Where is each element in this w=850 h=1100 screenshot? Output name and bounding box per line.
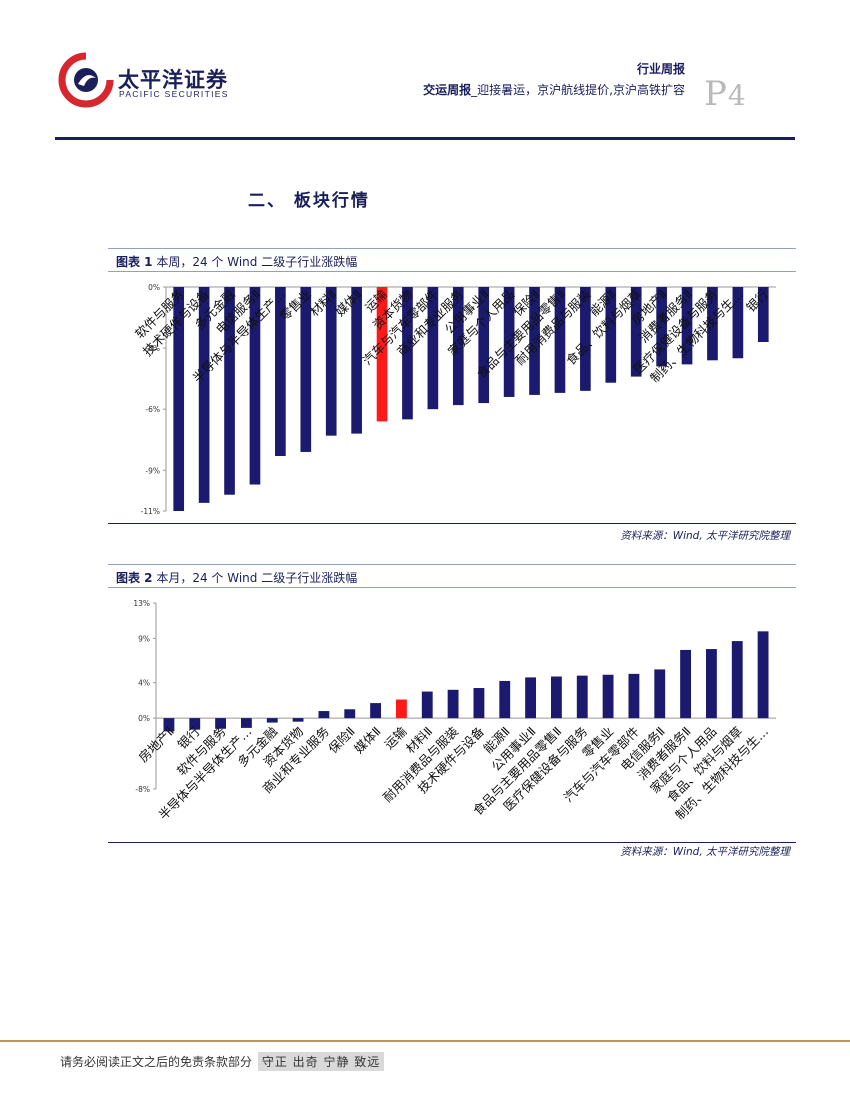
bar <box>554 287 566 393</box>
bar <box>376 287 388 422</box>
bar <box>473 688 485 719</box>
bar <box>499 680 511 719</box>
y-tick-label: 13% <box>133 599 150 608</box>
footer-disclaimer: 请务必阅读正文之后的免责条款部分 <box>60 1055 253 1069</box>
bar <box>163 718 175 732</box>
footer-divider <box>0 1040 850 1042</box>
logo-emblem-icon <box>58 52 114 108</box>
bar <box>402 287 413 420</box>
bar <box>628 673 640 719</box>
bar <box>370 703 382 719</box>
report-title-bold: 交运周报 <box>423 83 472 97</box>
bar <box>266 718 278 723</box>
bar <box>705 649 717 719</box>
bar <box>189 718 201 730</box>
figure2-source: 资料来源：Wind, 太平洋研究院整理 <box>620 846 790 858</box>
bar <box>732 287 744 359</box>
page-number-value: 4 <box>727 79 747 112</box>
bar <box>503 287 515 397</box>
bar <box>325 287 337 436</box>
bar <box>275 287 286 457</box>
section-title: 二、 板块行情 <box>248 191 370 211</box>
bar <box>452 287 464 406</box>
figure2-caption: 本月，24 个 Wind 二级子行业涨跌幅 <box>152 571 358 585</box>
figure1-source: 资料来源：Wind, 太平洋研究院整理 <box>620 530 790 542</box>
footer: 请务必阅读正文之后的免责条款部分 守正 出奇 宁静 致远 <box>60 1052 385 1071</box>
page-prefix: P <box>704 74 728 114</box>
logo-text-en: PACIFIC SECURITIES <box>119 89 229 99</box>
bar <box>351 287 362 434</box>
bar <box>757 287 769 342</box>
y-tick-label: 4% <box>138 679 150 688</box>
report-title: 交运周报_迎接暑运，京沪航线提价,京沪高铁扩容 <box>423 81 685 98</box>
bar <box>215 718 227 729</box>
bar <box>656 287 667 367</box>
y-tick-label: -6% <box>145 405 160 414</box>
figure1-bottom-rule <box>108 523 796 524</box>
bar <box>580 287 591 391</box>
report-type: 行业周报 <box>636 62 685 76</box>
y-tick-label: -8% <box>135 785 150 794</box>
bar <box>173 287 185 511</box>
figure1-label: 图表 1 <box>116 255 153 269</box>
bar <box>421 691 433 719</box>
figure2-chart: 13%9%4%0%-8%房地产Ⅱ银行软件与服务半导体与半导体生产…多元金融资本货… <box>133 599 776 823</box>
bar <box>576 675 588 719</box>
bar <box>681 287 693 365</box>
bar <box>395 699 407 719</box>
footer-motto: 守正 出奇 宁静 致远 <box>257 1052 385 1071</box>
company-logo: 太平洋证券 PACIFIC SECURITIES <box>58 44 233 114</box>
bar <box>447 689 459 719</box>
y-tick-label: 9% <box>138 634 150 643</box>
bar <box>757 631 769 719</box>
figure1-caption: 本周，24 个 Wind 二级子行业涨跌幅 <box>152 255 358 269</box>
bar <box>654 669 666 719</box>
bar <box>344 709 356 719</box>
bar <box>249 287 261 485</box>
bar <box>731 641 743 719</box>
y-tick-label: -11% <box>141 507 160 516</box>
y-tick-label: -9% <box>145 466 160 475</box>
figure1-title: 图表 1 本周，24 个 Wind 二级子行业涨跌幅 <box>108 248 796 272</box>
bar <box>680 649 692 719</box>
category-label: 保险Ⅱ <box>325 724 358 757</box>
bar <box>602 674 614 719</box>
bar <box>605 287 617 383</box>
bar <box>224 287 235 495</box>
page-number: P4 <box>704 74 747 114</box>
figure2-label: 图表 2 <box>116 571 153 585</box>
bar <box>630 287 642 377</box>
bar <box>240 718 252 728</box>
report-header: 行业周报 交运周报_迎接暑运，京沪航线提价,京沪高铁扩容 <box>423 60 685 98</box>
y-tick-label: 0% <box>148 283 160 292</box>
header-divider <box>55 137 795 140</box>
bar <box>300 287 312 452</box>
bar <box>529 287 540 395</box>
y-tick-label: -3% <box>145 344 160 353</box>
category-label: 媒体Ⅱ <box>351 724 384 757</box>
bar <box>427 287 439 410</box>
bar <box>198 287 210 503</box>
bar <box>478 287 490 404</box>
bar <box>707 287 718 361</box>
bar <box>550 676 562 719</box>
bar <box>525 677 537 719</box>
bar <box>318 711 330 719</box>
figure2-bottom-rule <box>108 842 796 843</box>
figure1-chart: 0%-3%-6%-9%-11%软件与服务技术硬件与设备多元金融电信服务Ⅱ半导体与… <box>132 283 776 516</box>
y-tick-label: 0% <box>138 714 150 723</box>
bar <box>292 718 304 722</box>
report-title-rest: _迎接暑运，京沪航线提价,京沪高铁扩容 <box>471 83 685 97</box>
figure2-title: 图表 2 本月，24 个 Wind 二级子行业涨跌幅 <box>108 564 796 588</box>
logo-text-cn: 太平洋证券 <box>118 68 228 92</box>
